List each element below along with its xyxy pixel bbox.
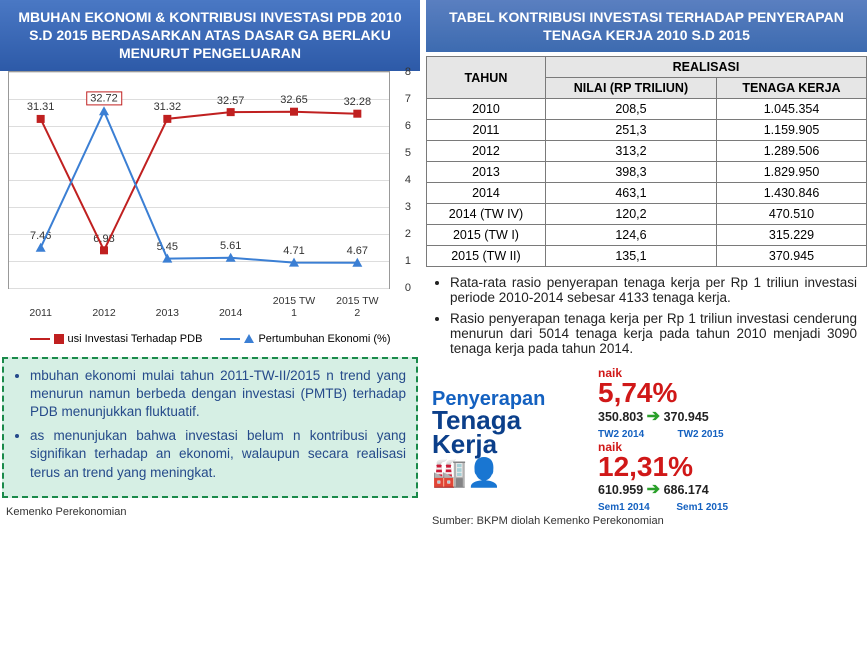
table-row: 2014 (TW IV)120,2470.510 [427,204,867,225]
left-source: Kemenko Perekonomian [0,504,420,520]
right-bullets: Rata-rata rasio penyerapan tenaga kerja … [426,267,867,366]
left-header: MBUHAN EKONOMI & KONTRIBUSI INVESTASI PD… [0,0,420,71]
th-tahun: TAHUN [427,57,546,99]
row1lb: TW2 2015 [677,429,723,440]
info-title3: Kerja [432,433,592,456]
row2la: Sem1 2014 [598,502,650,513]
row1la: TW2 2014 [598,429,644,440]
row1b: 370.945 [664,410,709,424]
row2a: 610.959 [598,483,643,497]
table-row: 2015 (TW II)135,1370.945 [427,246,867,267]
data-table: TAHUN REALISASI NILAI (RP TRILIUN) TENAG… [426,56,867,267]
table-row: 2015 (TW I)124,6315.229 [427,225,867,246]
row1a: 350.803 [598,410,643,424]
note-2: as menunjukan bahwa investasi belum n ko… [30,427,406,482]
table-row: 2013398,31.829.950 [427,162,867,183]
arrow-icon: ➔ [647,481,660,498]
right-source: Sumber: BKPM diolah Kemenko Perekonomian [426,513,867,529]
table-row: 2010208,51.045.354 [427,99,867,120]
bullet-1: Rata-rata rasio penyerapan tenaga kerja … [450,275,857,305]
table-row: 2012313,21.289.506 [427,141,867,162]
legend-b: Pertumbuhan Ekonomi (%) [258,333,390,345]
line-chart: 01234567820112012201320142015 TW 12015 T… [0,71,420,331]
right-header: TABEL KONTRIBUSI INVESTASI TERHADAP PENY… [426,0,867,52]
bullet-2: Rasio penyerapan tenaga kerja per Rp 1 t… [450,311,857,356]
th-nilai: NILAI (RP TRILIUN) [545,78,716,99]
chart-legend: usi Investasi Terhadap PDB Pertumbuhan E… [0,331,420,351]
arrow-icon: ➔ [647,408,660,425]
note-box: mbuhan ekonomi mulai tahun 2011-TW-II/20… [2,357,418,498]
table-row: 2014463,11.430.846 [427,183,867,204]
pct-1: 5,74% [598,380,861,405]
th-tk: TENAGA KERJA [716,78,866,99]
factory-icon: 🏭👤 [432,456,592,489]
table-row: 2011251,31.159.905 [427,120,867,141]
row2b: 686.174 [664,483,709,497]
infographic: Penyerapan Tenaga Kerja 🏭👤 naik 5,74% 35… [426,366,867,512]
row2lb: Sem1 2015 [676,502,728,513]
pct-2: 12,31% [598,454,861,479]
legend-a: usi Investasi Terhadap PDB [68,333,203,345]
th-realisasi: REALISASI [545,57,866,78]
note-1: mbuhan ekonomi mulai tahun 2011-TW-II/20… [30,367,406,422]
